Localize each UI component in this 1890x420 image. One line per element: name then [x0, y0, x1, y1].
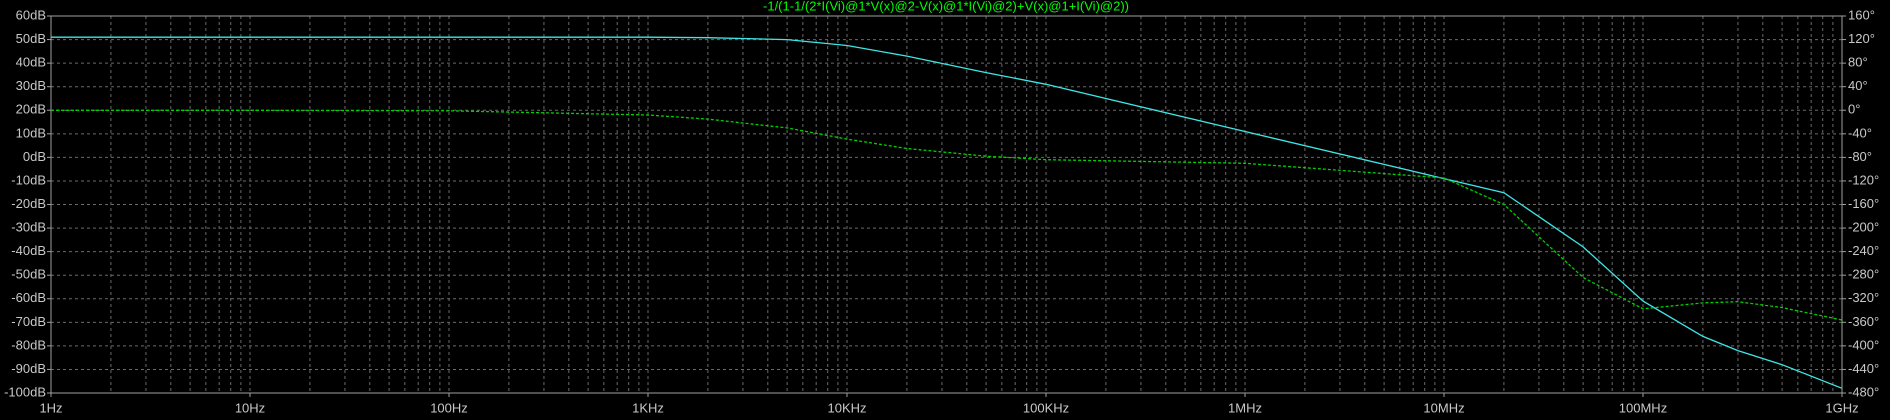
y2-tick-label: -120°	[1848, 172, 1879, 187]
y-tick-label: -70dB	[11, 314, 46, 329]
y2-tick-label: -80°	[1848, 149, 1872, 164]
y2-tick-label: 120°	[1848, 31, 1875, 46]
x-tick-label: 10KHz	[827, 400, 866, 415]
y2-tick-label: -160°	[1848, 196, 1879, 211]
y-tick-label: 20dB	[16, 102, 46, 117]
y2-tick-label: 0°	[1848, 102, 1860, 117]
y-tick-label: -50dB	[11, 267, 46, 282]
y-tick-label: -100dB	[4, 384, 46, 399]
x-tick-label: 10Hz	[235, 400, 265, 415]
x-tick-label: 1GHz	[1825, 400, 1858, 415]
y-tick-label: -10dB	[11, 172, 46, 187]
x-tick-label: 100MHz	[1619, 400, 1667, 415]
y2-tick-label: -40°	[1848, 125, 1872, 140]
y2-tick-label: 160°	[1848, 7, 1875, 22]
series-line	[51, 36, 1843, 389]
x-tick-label: 1KHz	[632, 400, 664, 415]
y2-tick-label: -240°	[1848, 243, 1879, 258]
y2-tick-label: -360°	[1848, 314, 1879, 329]
y2-tick-label: -280°	[1848, 267, 1879, 282]
y2-tick-label: 40°	[1848, 78, 1868, 93]
x-tick-label: 1MHz	[1228, 400, 1262, 415]
y-tick-label: 10dB	[16, 125, 46, 140]
y-tick-label: 60dB	[16, 7, 46, 22]
y-tick-label: 50dB	[16, 31, 46, 46]
y-tick-label: -20dB	[11, 196, 46, 211]
x-tick-label: 100KHz	[1023, 400, 1069, 415]
y-tick-label: -60dB	[11, 290, 46, 305]
y2-tick-label: -400°	[1848, 337, 1879, 352]
x-tick-label: 100Hz	[430, 400, 468, 415]
x-tick-label: 1Hz	[39, 400, 62, 415]
y-tick-label: -30dB	[11, 220, 46, 235]
y-tick-label: 40dB	[16, 55, 46, 70]
y-tick-label: -80dB	[11, 337, 46, 352]
y2-tick-label: -320°	[1848, 290, 1879, 305]
y2-tick-label: 80°	[1848, 55, 1868, 70]
y-tick-label: 0dB	[23, 149, 46, 164]
y-tick-label: -90dB	[11, 361, 46, 376]
y-tick-label: -40dB	[11, 243, 46, 258]
series-line	[51, 109, 1843, 321]
y2-tick-label: -200°	[1848, 220, 1879, 235]
x-tick-label: 10MHz	[1423, 400, 1464, 415]
y2-tick-label: -440°	[1848, 361, 1879, 376]
y-tick-label: 30dB	[16, 78, 46, 93]
y2-tick-label: -480°	[1848, 384, 1879, 399]
plot-frame	[50, 15, 1843, 394]
chart-title: -1/(1-1/(2*I(Vi)@1*V(x)@2-V(x)@1*I(Vi)@2…	[763, 0, 1129, 13]
